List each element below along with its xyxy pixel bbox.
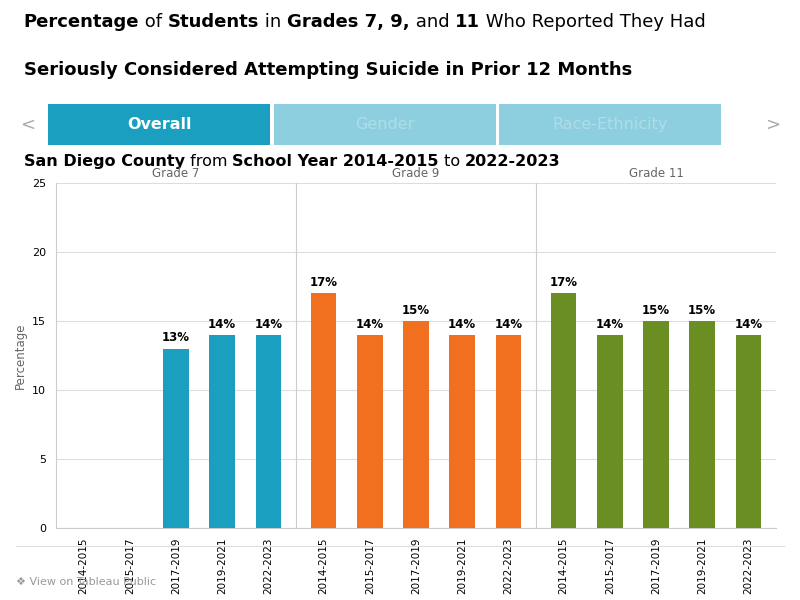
Title: Grade 11: Grade 11 <box>629 167 683 181</box>
Text: 13%: 13% <box>162 331 190 344</box>
Text: 15%: 15% <box>402 304 430 317</box>
Bar <box>643 321 669 528</box>
Text: 11: 11 <box>455 13 480 31</box>
Text: Overall: Overall <box>127 117 192 132</box>
Text: 14%: 14% <box>356 317 384 331</box>
Bar <box>551 293 576 528</box>
Text: Race-Ethnicity: Race-Ethnicity <box>552 117 668 132</box>
Bar <box>357 335 382 528</box>
Y-axis label: Percentage: Percentage <box>14 322 26 389</box>
Text: San Diego County: San Diego County <box>24 154 185 169</box>
Text: of: of <box>139 13 168 31</box>
Text: 14%: 14% <box>596 317 624 331</box>
Text: School Year 2014-2015: School Year 2014-2015 <box>232 154 439 169</box>
Text: >: > <box>765 115 780 133</box>
FancyBboxPatch shape <box>499 104 721 145</box>
Text: from: from <box>185 154 232 169</box>
Text: 17%: 17% <box>550 276 578 289</box>
Text: Students: Students <box>168 13 259 31</box>
Text: 14%: 14% <box>734 317 762 331</box>
Bar <box>403 321 429 528</box>
FancyBboxPatch shape <box>48 104 270 145</box>
Text: Grades 7, 9,: Grades 7, 9, <box>287 13 410 31</box>
Text: 15%: 15% <box>688 304 716 317</box>
FancyBboxPatch shape <box>274 104 496 145</box>
Text: 14%: 14% <box>448 317 476 331</box>
Bar <box>450 335 475 528</box>
Text: to: to <box>439 154 465 169</box>
Text: 2022-2023: 2022-2023 <box>465 154 561 169</box>
Text: ❖ View on Tableau Public: ❖ View on Tableau Public <box>16 577 156 587</box>
Bar <box>690 321 715 528</box>
Text: 15%: 15% <box>642 304 670 317</box>
Title: Grade 7: Grade 7 <box>152 167 200 181</box>
Text: Percentage: Percentage <box>24 13 139 31</box>
Text: 14%: 14% <box>254 317 282 331</box>
Text: in: in <box>259 13 287 31</box>
Bar <box>311 293 336 528</box>
Text: Gender: Gender <box>355 117 414 132</box>
Bar <box>210 335 235 528</box>
Text: 14%: 14% <box>494 317 522 331</box>
Text: <: < <box>20 115 35 133</box>
Title: Grade 9: Grade 9 <box>392 167 440 181</box>
Text: Seriously Considered Attempting Suicide in Prior 12 Months: Seriously Considered Attempting Suicide … <box>24 61 632 79</box>
Bar <box>736 335 761 528</box>
Bar <box>496 335 521 528</box>
Bar <box>163 349 189 528</box>
Bar <box>597 335 622 528</box>
Text: Who Reported They Had: Who Reported They Had <box>480 13 706 31</box>
Text: 14%: 14% <box>208 317 236 331</box>
Text: 17%: 17% <box>310 276 338 289</box>
Bar <box>256 335 281 528</box>
Text: and: and <box>410 13 455 31</box>
